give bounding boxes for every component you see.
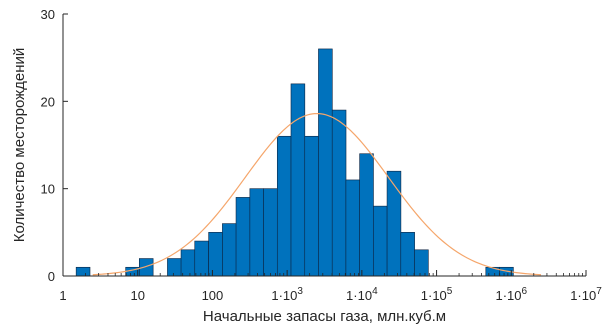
- histogram-bar: [318, 48, 333, 277]
- y-tick-label: 0: [48, 269, 55, 284]
- fit-curve: [92, 112, 542, 276]
- plot-area: [62, 13, 587, 277]
- x-tick-label: 1: [59, 288, 66, 303]
- x-tick-label: 1·103: [271, 286, 303, 303]
- histogram-bar: [414, 249, 429, 277]
- histogram-bar: [290, 83, 306, 277]
- x-tick-label: 100: [202, 288, 224, 303]
- histogram-bar: [263, 188, 278, 277]
- x-tick-labels: 1 10 100 1·103 1·104 1·105 1·106 1·107: [59, 286, 602, 303]
- axes: [62, 13, 587, 277]
- x-tick-label: 1·106: [495, 286, 527, 303]
- histogram-bar: [249, 188, 265, 277]
- histogram-bar: [208, 232, 223, 277]
- x-tick-label: 1·107: [570, 286, 602, 303]
- x-tick-label: 1·105: [421, 286, 453, 303]
- y-tick-label: 10: [41, 182, 55, 197]
- histogram-bar: [75, 266, 91, 277]
- y-tick-label: 30: [41, 7, 55, 22]
- y-tick-label: 20: [41, 94, 55, 109]
- histogram-bar: [235, 197, 251, 277]
- x-tick-label: 1·104: [346, 286, 378, 303]
- x-tick-label: 10: [130, 288, 144, 303]
- histogram-bar: [276, 135, 292, 277]
- histogram-bar: [222, 223, 237, 277]
- histogram-bar: [373, 205, 388, 277]
- histogram-bar: [194, 240, 209, 277]
- histogram-bar: [304, 135, 319, 277]
- y-tick-labels: 0 10 20 30: [41, 7, 55, 284]
- histogram-bar: [359, 153, 374, 277]
- histogram-bars: [75, 48, 514, 277]
- histogram-bar: [400, 232, 415, 277]
- histogram-bar: [386, 170, 402, 277]
- histogram-bar: [345, 179, 361, 277]
- x-axis-title: Начальные запасы газа, млн.куб.м: [203, 308, 446, 325]
- histogram-bar: [180, 249, 196, 277]
- histogram-bar: [331, 109, 347, 277]
- y-axis-title: Количество месторождений: [11, 48, 28, 243]
- histogram-bar: [167, 258, 182, 277]
